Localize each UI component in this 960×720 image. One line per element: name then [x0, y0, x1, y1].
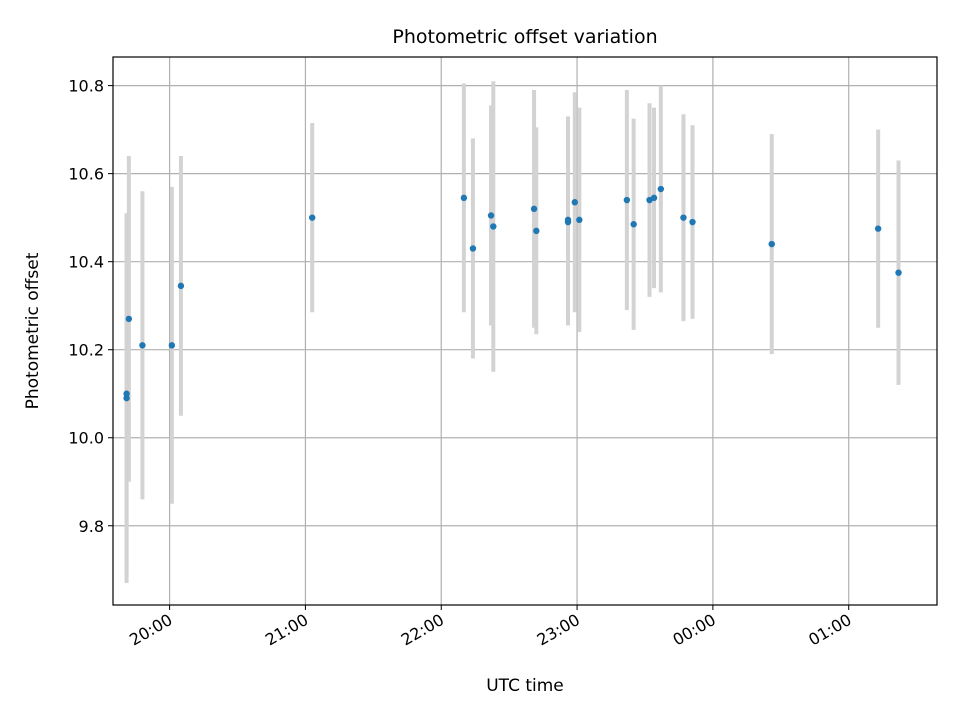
data-point [309, 214, 316, 221]
data-point [460, 194, 468, 202]
y-tick-label: 9.8 [79, 517, 104, 536]
data-point [623, 196, 631, 204]
x-tick-label: 20:00 [126, 610, 175, 650]
x-tick-label: 23:00 [534, 610, 583, 650]
x-axis-label: UTC time [486, 676, 564, 696]
y-tick-label: 10.0 [68, 429, 104, 448]
y-axis-ticks: 9.8 10.0 10.2 10.4 10.6 10.8 [68, 77, 113, 536]
y-tick-label: 10.2 [68, 341, 104, 360]
x-tick-label: 00:00 [669, 610, 718, 650]
data-point [530, 205, 538, 213]
data-point [768, 240, 775, 248]
data-point [123, 390, 130, 397]
data-point [895, 269, 902, 276]
data-points [123, 185, 902, 402]
data-point [874, 225, 882, 232]
data-point [469, 245, 477, 252]
y-axis-label: Photometric offset [23, 252, 43, 409]
y-tick-label: 10.6 [68, 165, 104, 184]
data-point [564, 216, 572, 224]
data-point [657, 185, 665, 193]
plot-frame [112, 56, 938, 606]
data-point [680, 214, 687, 221]
grid [113, 57, 937, 605]
data-point [139, 342, 146, 349]
y-tick-label: 10.8 [68, 77, 104, 96]
data-point [490, 223, 497, 230]
data-point [125, 315, 133, 323]
data-point [630, 221, 637, 228]
data-point [168, 342, 176, 349]
x-tick-label: 22:00 [398, 610, 447, 650]
data-point [689, 218, 696, 226]
data-point [177, 282, 185, 290]
data-point [571, 199, 579, 206]
x-axis-ticks: 20:00 21:00 22:00 23:00 00:00 01:00 [126, 605, 855, 650]
data-point [123, 394, 130, 402]
data-point [533, 227, 540, 235]
x-tick-label: 21:00 [262, 610, 311, 650]
x-tick-label: 01:00 [805, 610, 854, 650]
chart-title: Photometric offset variation [392, 26, 657, 48]
error-bars [124, 81, 901, 583]
data-point [487, 212, 495, 219]
data-point [650, 194, 658, 202]
data-point [576, 216, 583, 224]
y-tick-label: 10.4 [68, 253, 104, 272]
